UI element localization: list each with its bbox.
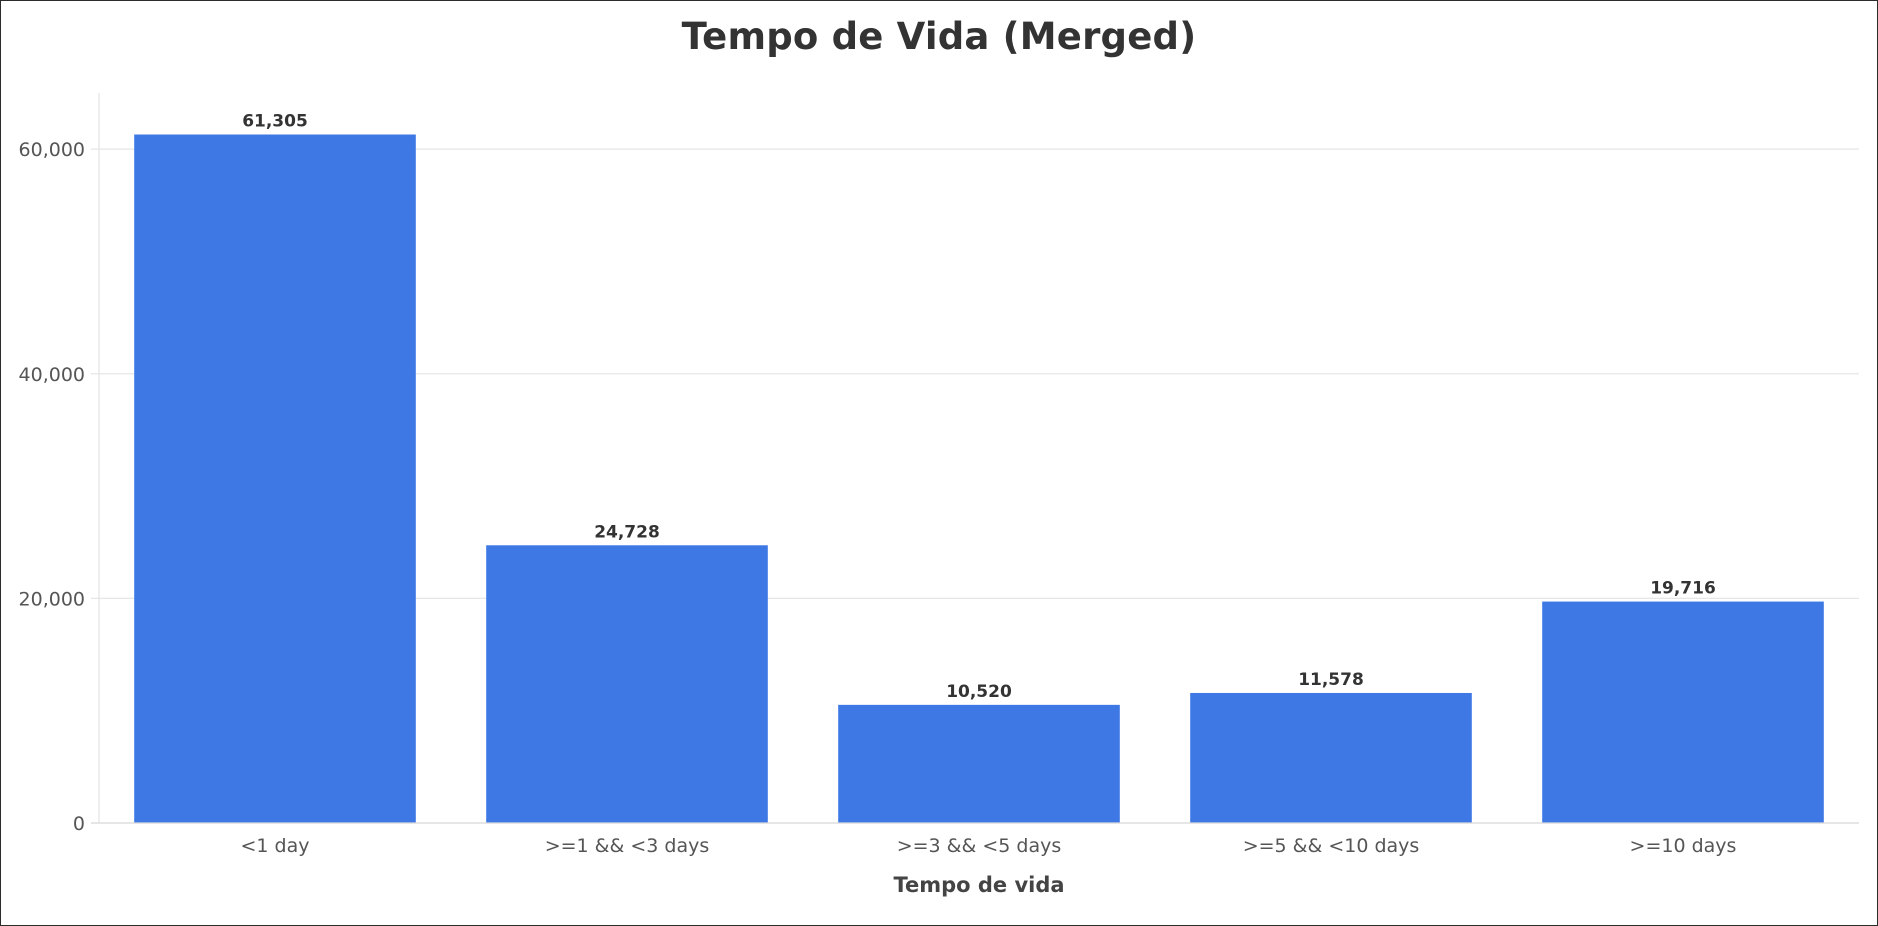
bar bbox=[134, 134, 416, 824]
bar-value-label: 24,728 bbox=[594, 522, 660, 542]
x-tick-label: >=10 days bbox=[1630, 835, 1737, 857]
x-tick-label: >=1 && <3 days bbox=[545, 835, 710, 857]
x-tick-label: >=3 && <5 days bbox=[897, 835, 1062, 857]
bar-value-label: 10,520 bbox=[946, 682, 1012, 702]
bar bbox=[1542, 601, 1824, 823]
bar bbox=[486, 545, 768, 823]
x-tick-label: >=5 && <10 days bbox=[1243, 835, 1420, 857]
bar-value-label: 61,305 bbox=[242, 111, 308, 131]
bar bbox=[1190, 692, 1472, 823]
x-axis-title: Tempo de vida bbox=[893, 873, 1064, 897]
y-tick-label: 40,000 bbox=[19, 364, 85, 386]
y-tick-label: 0 bbox=[73, 813, 85, 835]
y-tick-label: 60,000 bbox=[19, 139, 85, 161]
chart-title: Tempo de Vida (Merged) bbox=[681, 15, 1197, 58]
bar-value-label: 19,716 bbox=[1650, 579, 1716, 599]
bar-value-label: 11,578 bbox=[1298, 670, 1364, 690]
y-tick-label: 20,000 bbox=[19, 588, 85, 610]
bar bbox=[838, 704, 1120, 823]
x-tick-label: <1 day bbox=[241, 835, 310, 857]
